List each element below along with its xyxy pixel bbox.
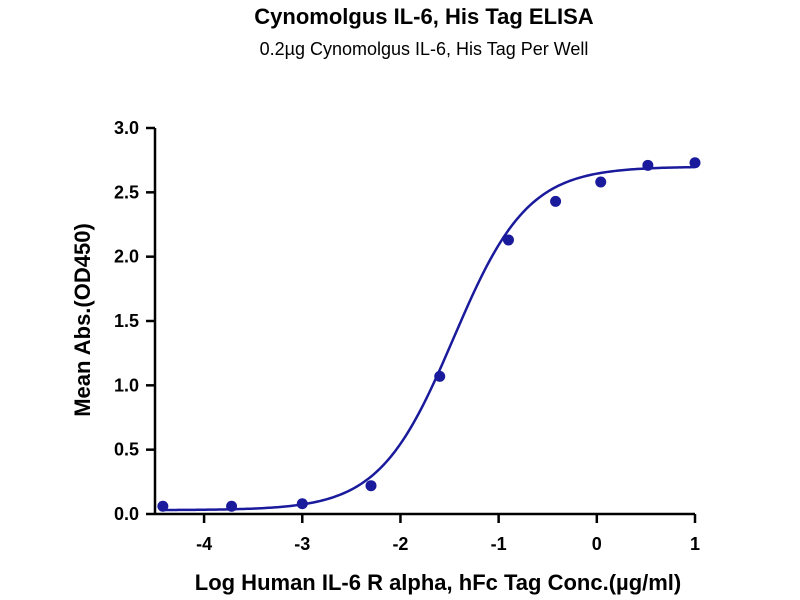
chart-title: Cynomolgus IL-6, His Tag ELISA [254, 4, 594, 29]
x-tick-label: -3 [294, 534, 310, 554]
y-axis-label: Mean Abs.(OD450) [70, 223, 95, 417]
data-point [226, 500, 238, 512]
x-axis-label: Log Human IL-6 R alpha, hFc Tag Conc.(µg… [195, 570, 682, 595]
x-tick-label: 0 [592, 534, 602, 554]
data-point [157, 500, 169, 512]
x-tick-label: -2 [392, 534, 408, 554]
data-point [502, 234, 514, 246]
y-tick-label: 2.5 [114, 182, 139, 202]
y-tick-label: 1.5 [114, 311, 139, 331]
x-tick-label: -4 [196, 534, 212, 554]
data-point [365, 480, 377, 492]
chart-subtitle: 0.2µg Cynomolgus IL-6, His Tag Per Well [260, 39, 589, 59]
data-point [595, 176, 607, 188]
data-point [434, 370, 446, 382]
data-point [642, 159, 654, 171]
axes [153, 128, 695, 516]
y-axis-ticks: 0.0 0.5 1.0 1.5 2.0 2.5 3.0 [114, 118, 155, 524]
x-axis-ticks: -4 -3 -2 -1 0 1 [196, 514, 700, 554]
y-tick-label: 3.0 [114, 118, 139, 138]
data-point [550, 195, 562, 207]
y-tick-label: 1.0 [114, 375, 139, 395]
x-tick-label: -1 [491, 534, 507, 554]
data-point [689, 157, 701, 169]
x-tick-label: 1 [690, 534, 700, 554]
data-point [296, 498, 308, 510]
y-tick-label: 0.0 [114, 504, 139, 524]
fit-curve [162, 165, 696, 512]
y-tick-label: 2.0 [114, 247, 139, 267]
y-tick-label: 0.5 [114, 440, 139, 460]
data-points [157, 157, 701, 512]
